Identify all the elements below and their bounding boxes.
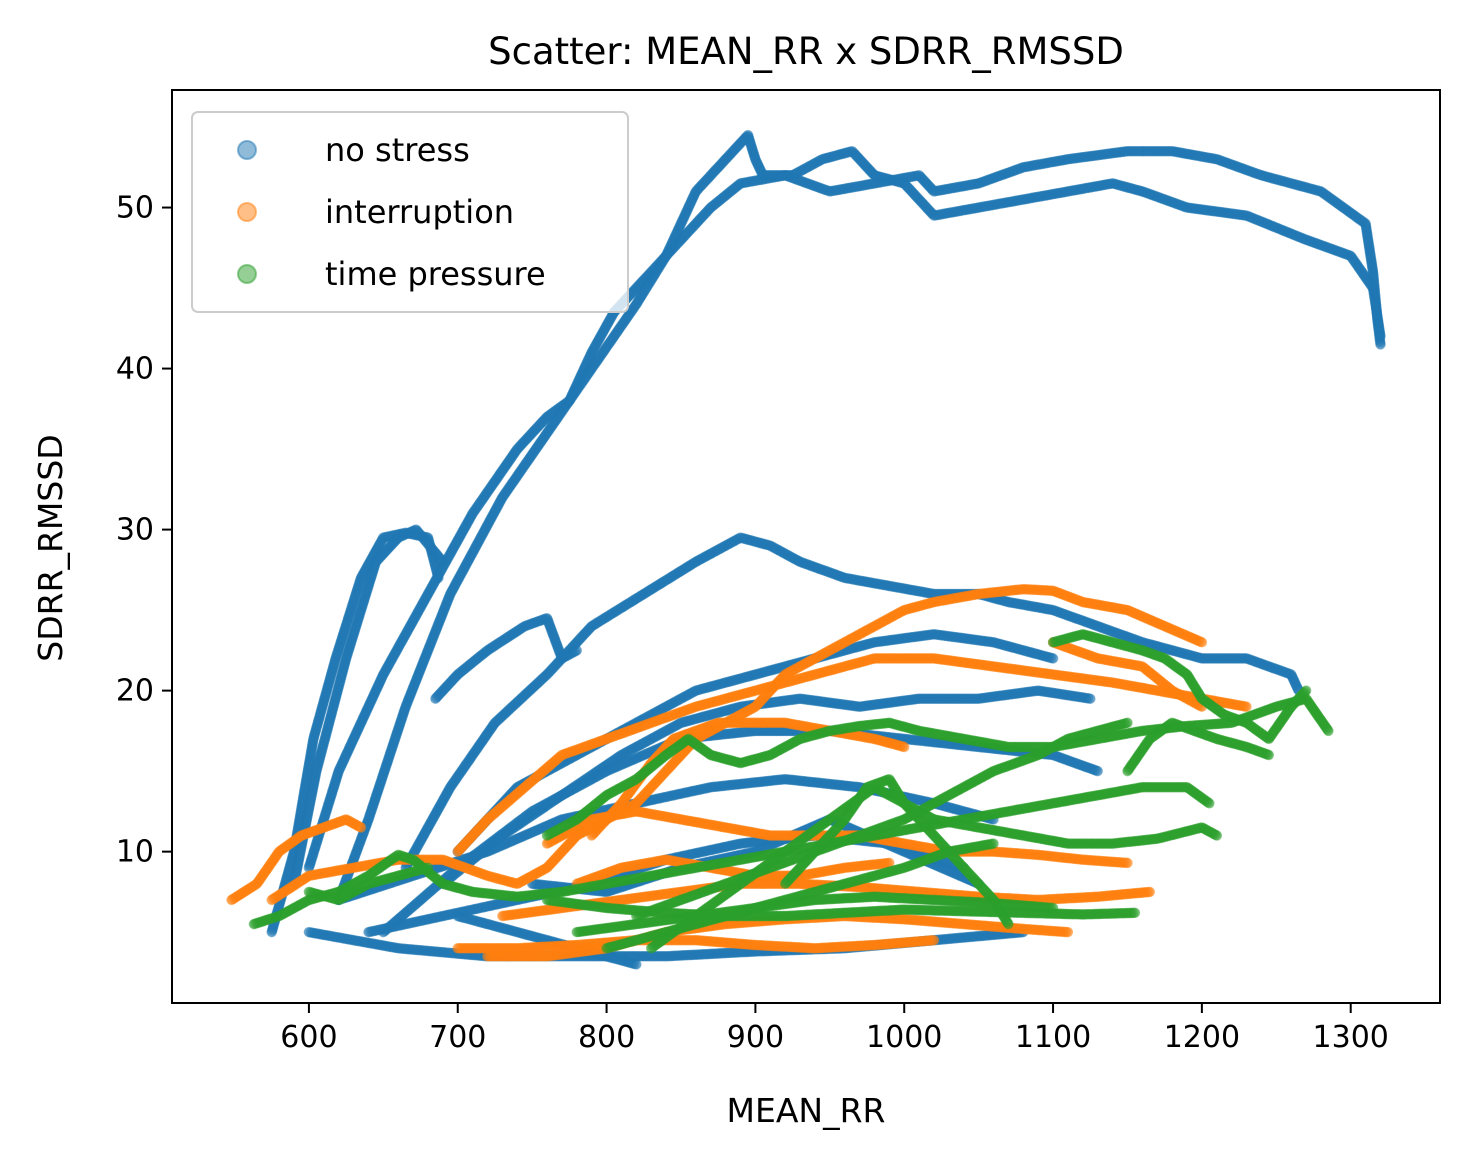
data-point [571, 645, 583, 656]
data-point [1092, 765, 1103, 777]
series-no-stress [266, 129, 1386, 970]
data-point [1047, 653, 1059, 664]
points-layer [226, 129, 1386, 970]
data-point [1375, 331, 1386, 342]
chart-title: Scatter: MEAN_RR x SDRR_RMSSD [488, 30, 1124, 73]
data-point [1085, 693, 1096, 704]
